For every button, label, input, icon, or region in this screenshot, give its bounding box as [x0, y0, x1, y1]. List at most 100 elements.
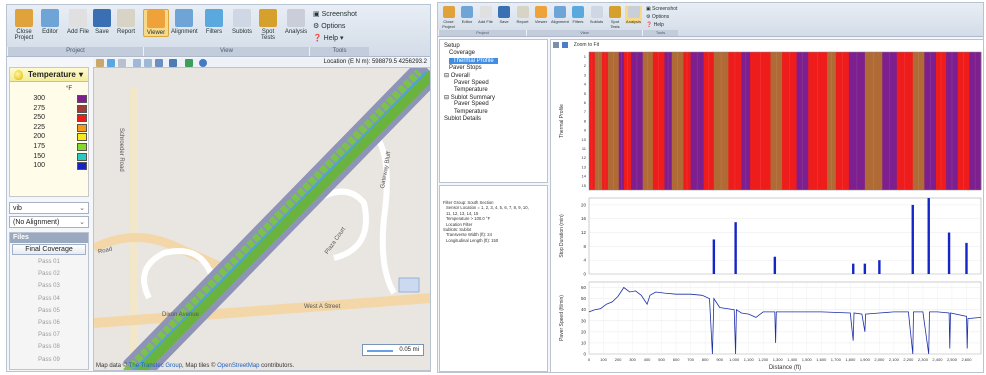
tree-item[interactable]: Coverage [449, 50, 476, 57]
legend-value: 250 [33, 114, 45, 122]
close-project-button[interactable]: Close Project [440, 6, 457, 29]
ribbon-button-label: Editor [461, 19, 473, 24]
filters-button[interactable]: Filters [201, 9, 227, 35]
spot-tests-button[interactable]: Spot Tests [607, 6, 624, 29]
heatmap-band [623, 52, 632, 190]
add-file-button[interactable]: Add File [65, 9, 91, 35]
legend-swatch[interactable] [77, 104, 87, 113]
legend-swatch[interactable] [77, 123, 87, 132]
heatmap-row-label: 12 [582, 155, 587, 160]
save-button[interactable]: Save [496, 6, 513, 24]
filter-info-line: Location Filter [446, 221, 473, 227]
legend-swatch[interactable] [77, 143, 87, 151]
legend-header[interactable]: Temperature ▾ [10, 68, 88, 82]
pass-item[interactable]: Pass 03 [38, 283, 60, 290]
file-combo-value: vib [13, 205, 22, 212]
measure-icon[interactable] [155, 59, 163, 67]
add-file-button[interactable]: Add File [477, 6, 494, 24]
alignment-icon [553, 6, 566, 18]
print-icon[interactable] [553, 42, 559, 48]
legend-swatch[interactable] [77, 114, 87, 123]
editor-button[interactable]: Editor [37, 9, 63, 35]
analysis-button[interactable]: Analysis [283, 9, 309, 35]
report-button[interactable]: Report [113, 9, 139, 35]
map-drawing [94, 68, 430, 370]
globe-icon[interactable] [199, 59, 207, 67]
scale-label: 0.05 mi [399, 347, 419, 353]
close-project-button[interactable]: Close Project [11, 9, 37, 41]
alignment-button[interactable]: Alignment [171, 9, 198, 35]
alignment-combo[interactable]: (No Alignment) ⌄ [9, 216, 89, 228]
map-viewer-window: Close Project Editor Add File Save Report Vie… [6, 4, 431, 372]
pass-item[interactable]: Pass 04 [38, 295, 60, 302]
file-combo[interactable]: vib ⌄ [9, 202, 89, 214]
openstreetmap-link[interactable]: OpenStreetMap [217, 363, 260, 369]
bar-ytick-label: 16 [581, 216, 587, 221]
filter-icon[interactable] [107, 59, 115, 67]
screenshot-option[interactable]: ▣ Screenshot [646, 6, 678, 12]
pass-item[interactable]: Pass 05 [38, 307, 60, 314]
transtec-link[interactable]: The Transtec Group [128, 363, 183, 369]
filters-button[interactable]: Filters [570, 6, 587, 24]
heatmap-row-label: 7 [584, 109, 587, 114]
bar-ytick-label: 0 [583, 272, 586, 277]
tree-item[interactable]: Paver Stops [449, 64, 482, 71]
spot-tests-icon [259, 9, 277, 27]
ribbon-button-label: Close Project [442, 19, 455, 29]
tree-item[interactable]: Paver Speed [454, 101, 489, 108]
save-button[interactable]: Save [89, 9, 115, 35]
tree-item[interactable]: Temperature [454, 86, 488, 93]
select-icon[interactable] [118, 59, 126, 67]
pass-item[interactable]: Pass 08 [38, 344, 60, 351]
legend-swatch[interactable] [77, 152, 87, 161]
legend-swatch[interactable] [77, 133, 87, 142]
screenshot-option[interactable]: ▣ Screenshot [313, 11, 357, 18]
heatmap-row-label: 5 [584, 91, 587, 96]
tree-item[interactable]: ⊟ Sublot Summary [444, 95, 496, 102]
map-view-icon[interactable] [185, 59, 193, 67]
filter-info-line: Transverse Width (ft): 24 [446, 232, 492, 238]
legend-swatch[interactable] [77, 95, 87, 103]
help-option[interactable]: ❓ Help ▾ [313, 35, 344, 42]
pass-item[interactable]: Pass 06 [38, 319, 60, 326]
export-icon[interactable] [562, 42, 569, 48]
alignment-button[interactable]: Alignment [551, 6, 569, 24]
viewer-button[interactable]: Viewer [143, 9, 169, 37]
pass-item[interactable]: Pass 07 [38, 332, 60, 339]
heatmap-row-label: 13 [582, 164, 587, 169]
final-coverage-button[interactable]: Final Coverage [12, 244, 86, 255]
line-xtick-label: 2,500 [947, 357, 958, 362]
report-button[interactable]: Report [514, 6, 531, 24]
pass-item[interactable]: Pass 02 [38, 271, 60, 278]
home-icon[interactable] [96, 59, 104, 67]
zoom-in-icon[interactable] [133, 59, 141, 67]
editor-button[interactable]: Editor [459, 6, 476, 24]
zoom-to-fit-button[interactable]: Zoom to Fit [573, 42, 600, 49]
line-ytick-label: 40 [581, 307, 587, 312]
tree-item[interactable]: ⊟ Overall [444, 73, 470, 80]
spot-tests-button[interactable]: Spot Tests [255, 9, 281, 41]
line-xtick-label: 1,300 [773, 357, 784, 362]
legend-swatch[interactable] [77, 162, 87, 171]
tree-item[interactable]: Temperature [454, 108, 488, 115]
pass-item[interactable]: Pass 09 [38, 356, 60, 363]
tree-item[interactable]: Setup [444, 43, 460, 49]
viewer-button[interactable]: Viewer [533, 6, 550, 24]
sublots-button[interactable]: Sublots [229, 9, 255, 35]
options-option[interactable]: ⚙ Options [313, 23, 346, 30]
pass-item[interactable]: Pass 01 [38, 259, 60, 265]
report-icon [516, 6, 529, 18]
layers-icon[interactable] [169, 59, 177, 67]
sublots-button[interactable]: Sublots [588, 6, 605, 24]
map-canvas[interactable]: Schroeder Road Dixon Avenue West A Stree… [93, 67, 430, 371]
zoom-out-icon[interactable] [144, 59, 152, 67]
tree-item[interactable]: Sublot Details [444, 116, 482, 122]
tree-item[interactable]: Paver Speed [454, 79, 489, 86]
options-option[interactable]: ⚙ Options [646, 14, 670, 20]
tree-item[interactable]: Thermal Profile [449, 57, 498, 64]
analysis-button[interactable]: Analysis [625, 6, 642, 24]
heatmap-frame [588, 51, 982, 191]
group-view: View [143, 47, 309, 56]
help-option[interactable]: ❓ Help [646, 22, 664, 28]
